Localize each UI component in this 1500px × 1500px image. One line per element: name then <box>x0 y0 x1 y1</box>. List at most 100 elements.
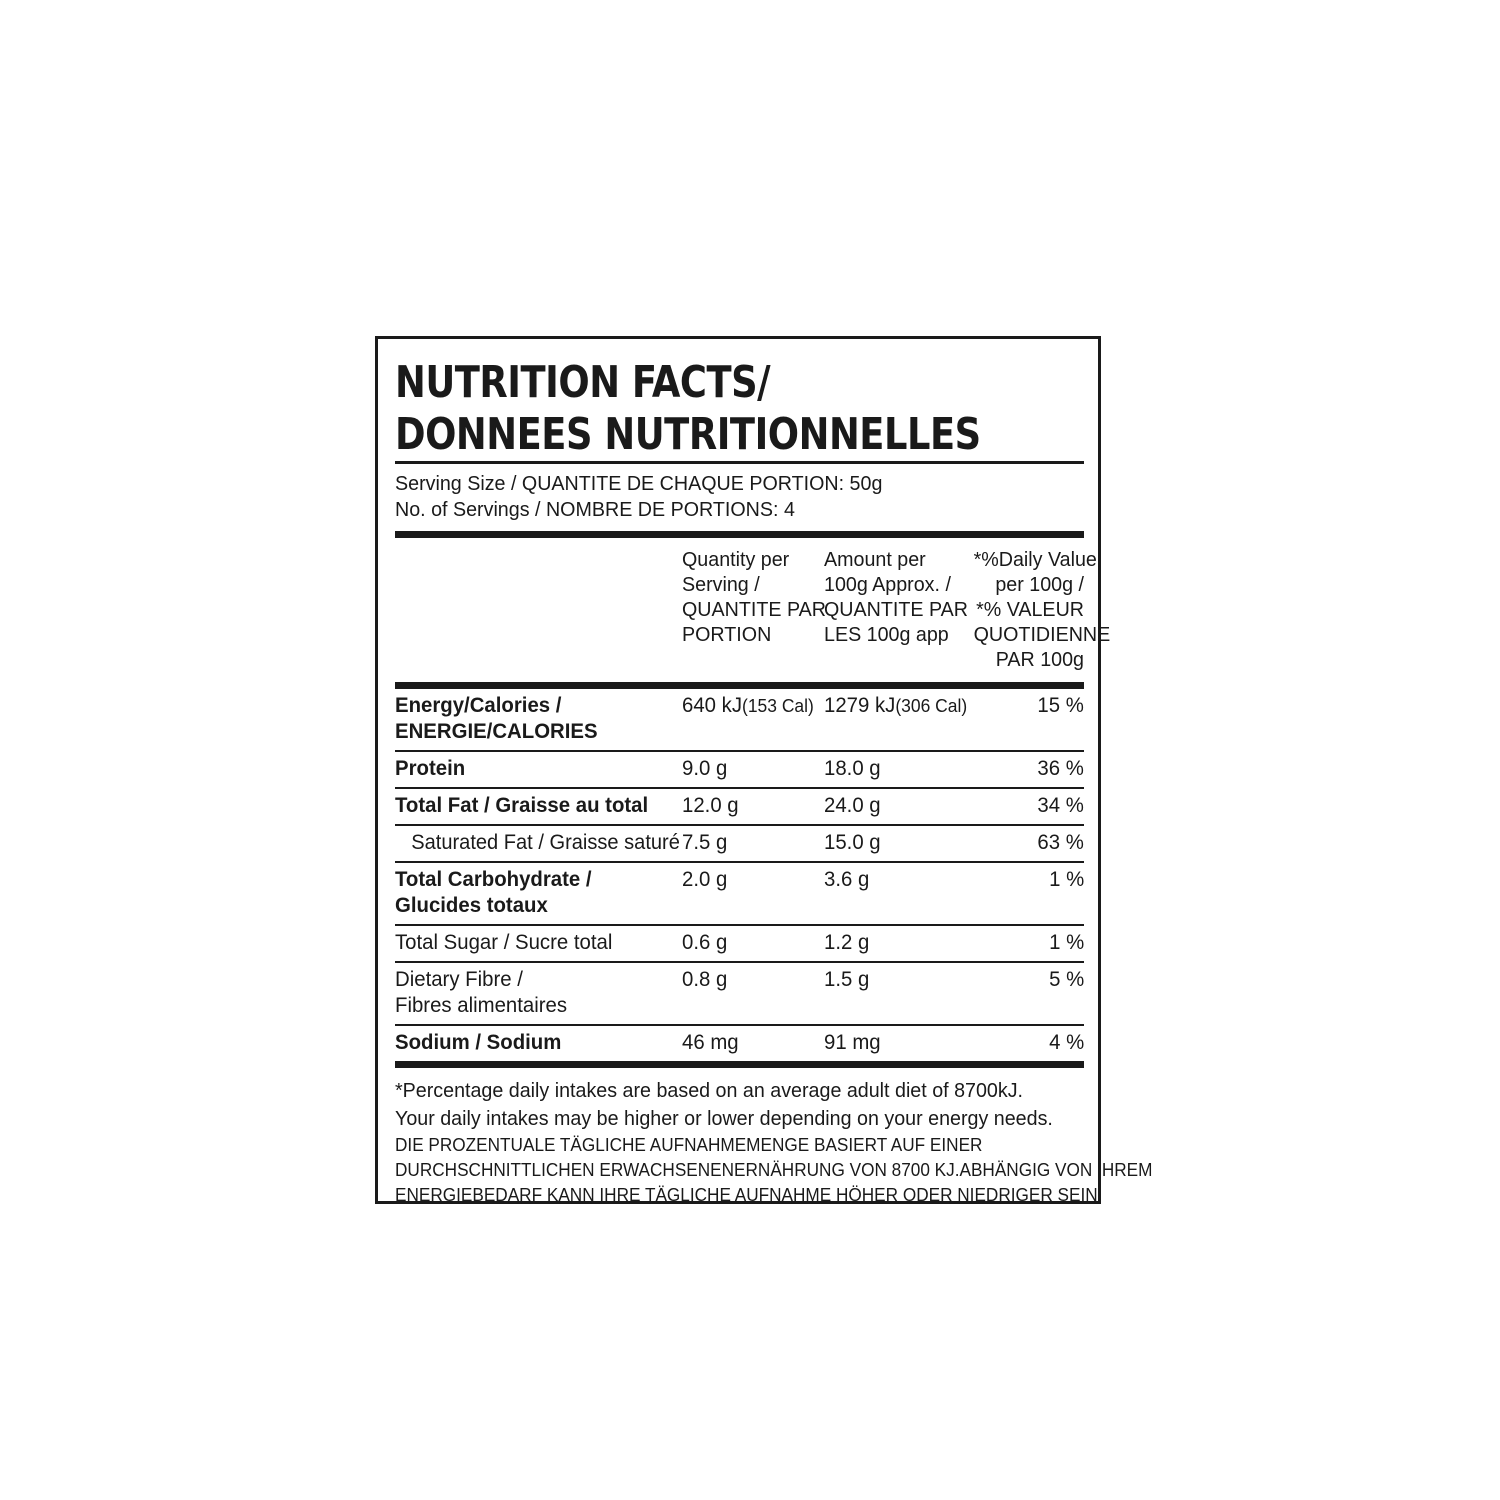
value-per-serving: 9.0 g <box>682 750 824 788</box>
value-per-serving-text: 0.6 g <box>682 931 728 954</box>
nutrient-label-line: Protein <box>395 757 466 780</box>
column-header-row: Quantity per Serving / QUANTITE PAR PORT… <box>395 538 1111 682</box>
value-per-100g: 3.6 g <box>824 861 969 925</box>
rule-below-nutrients <box>395 1061 1084 1068</box>
value-per-100g-text: 1279 kJ(306 Cal) <box>824 694 968 717</box>
header-daily-value-line-2: per 100g / <box>995 573 1084 596</box>
nutrient-label: Sodium / Sodium <box>395 1024 682 1061</box>
nutrient-label: Total Carbohydrate / Glucides totaux <box>395 861 682 925</box>
value-daily-value: 1 % <box>969 861 1084 925</box>
footnote-english-line-2: Your daily intakes may be higher or lowe… <box>395 1107 1053 1130</box>
value-daily-value: 5 % <box>969 961 1084 1025</box>
number-of-servings-line: No. of Servings / NOMBRE DE PORTIONS: 4 <box>395 498 795 521</box>
table-row: Sodium / Sodium 46 mg 91 mg 4 % <box>395 1024 1084 1061</box>
value-daily-value-text: 63 % <box>1037 831 1084 854</box>
nutrition-facts-panel: NUTRITION FACTS/ DONNEES NUTRITIONNELLES… <box>375 336 1152 1205</box>
nutrient-label-indent: Saturated Fat / Graisse saturé <box>411 831 680 854</box>
value-per-serving-text: 12.0 g <box>682 794 739 817</box>
title-line-french: DONNEES NUTRITIONNELLES <box>395 409 981 460</box>
value-per-100g-text: 24.0 g <box>824 794 881 817</box>
value-per-serving: 7.5 g <box>682 824 824 862</box>
value-daily-value-text: 34 % <box>1037 794 1084 817</box>
nutrient-label-line: Fibres alimentaires <box>395 994 568 1017</box>
value-daily-value-text: 36 % <box>1037 757 1084 780</box>
value-daily-value-text: 1 % <box>1048 931 1084 954</box>
value-per-serving-text: 46 mg <box>682 1031 739 1054</box>
nutrient-label-line: Total Fat / Graisse au total <box>395 794 649 817</box>
footnote-german-line-3: ENERGIEBEDARF KANN IHRE TÄGLICHE AUFNAHM… <box>395 1185 1103 1205</box>
value-per-100g: 1.5 g <box>824 961 969 1025</box>
header-per-serving-line-1: Quantity per <box>682 548 790 571</box>
header-daily-value-line-5: PAR 100g <box>995 648 1084 671</box>
value-daily-value-text: 1 % <box>1048 868 1084 891</box>
nutrient-label-line: Total Carbohydrate / <box>395 868 592 891</box>
title-block: NUTRITION FACTS/ DONNEES NUTRITIONNELLES <box>395 339 1084 461</box>
footnote-german-line-2: DURCHSCHNITTLICHEN ERWACHSENENERNÄHRUNG … <box>395 1160 1153 1180</box>
rule-above-column-headers <box>395 531 1084 538</box>
value-per-100g: 18.0 g <box>824 750 969 788</box>
value-per-serving: 0.8 g <box>682 961 824 1025</box>
value-per-serving-text: 0.8 g <box>682 968 728 991</box>
nutrient-label-line: Energy/Calories / <box>395 694 562 717</box>
value-per-serving-text: 640 kJ(153 Cal) <box>682 694 814 717</box>
value-per-100g-text: 1.5 g <box>824 968 870 991</box>
value-daily-value-text: 4 % <box>1048 1031 1084 1054</box>
footnote-english-line-1: *Percentage daily intakes are based on a… <box>395 1079 1024 1102</box>
value-daily-value: 1 % <box>969 924 1084 962</box>
table-row: Protein 9.0 g 18.0 g 36 % <box>395 750 1084 788</box>
nutrient-label: Protein <box>395 750 682 788</box>
value-daily-value-text: 15 % <box>1037 694 1084 717</box>
value-daily-value-text: 5 % <box>1048 968 1084 991</box>
value-per-serving-text: 7.5 g <box>682 831 728 854</box>
nutrient-label: Dietary Fibre / Fibres alimentaires <box>395 961 682 1025</box>
value-per-100g-text: 1.2 g <box>824 931 870 954</box>
value-per-100g: 1.2 g <box>824 924 969 962</box>
header-daily-value-line-3: *% VALEUR <box>976 598 1084 621</box>
value-per-serving: 2.0 g <box>682 861 824 925</box>
value-per-100g: 24.0 g <box>824 787 969 825</box>
value-per-serving: 12.0 g <box>682 787 824 825</box>
column-header-table: Quantity per Serving / QUANTITE PAR PORT… <box>395 538 1111 682</box>
nutrient-label: Saturated Fat / Graisse saturé <box>395 824 682 862</box>
serving-info-block: Serving Size / QUANTITE DE CHAQUE PORTIO… <box>395 464 1084 531</box>
header-per-100g-line-3: QUANTITE PAR <box>824 598 968 621</box>
value-per-100g: 15.0 g <box>824 824 969 862</box>
table-row: Total Fat / Graisse au total 12.0 g 24.0 g… <box>395 787 1084 825</box>
nutrient-label-line: Sodium / Sodium <box>395 1031 562 1054</box>
footnote-german-line-1: DIE PROZENTUALE TÄGLICHE AUFNAHMEMENGE B… <box>395 1135 983 1155</box>
value-per-100g: 91 mg <box>824 1024 969 1061</box>
value-per-serving-text: 2.0 g <box>682 868 728 891</box>
table-row: Total Carbohydrate / Glucides totaux 2.0 g… <box>395 861 1084 925</box>
value-daily-value: 34 % <box>969 787 1084 825</box>
value-daily-value: 15 % <box>969 689 1084 751</box>
table-row: Energy/Calories / ENERGIE/CALORIES 640 kJ(… <box>395 689 1084 751</box>
value-per-100g-text: 18.0 g <box>824 757 881 780</box>
value-daily-value: 63 % <box>969 824 1084 862</box>
nutrient-label-line: Total Sugar / Sucre total <box>395 931 613 954</box>
header-per-serving: Quantity per Serving / QUANTITE PAR PORT… <box>682 538 826 682</box>
value-per-serving: 640 kJ(153 Cal) <box>682 689 824 751</box>
footnote-block: *Percentage daily intakes are based on a… <box>395 1068 1153 1208</box>
rule-under-title <box>395 461 1084 464</box>
value-per-serving-text: 9.0 g <box>682 757 728 780</box>
nutrient-label: Total Fat / Graisse au total <box>395 787 682 825</box>
header-per-100g: Amount per 100g Approx. / QUANTITE PAR L… <box>824 538 969 682</box>
value-per-100g-calories: (306 Cal) <box>895 696 968 716</box>
nutrient-label-line: Saturated Fat / Graisse saturé <box>395 830 680 856</box>
nutrient-rows-body: Energy/Calories / ENERGIE/CALORIES 640 kJ(… <box>395 689 1084 1061</box>
header-per-100g-line-4: LES 100g app <box>824 623 949 646</box>
header-per-serving-line-3: QUANTITE PAR <box>682 598 826 621</box>
value-per-100g: 1279 kJ(306 Cal) <box>824 689 969 751</box>
nutrient-label-line: Glucides totaux <box>395 894 548 917</box>
value-per-100g-text: 91 mg <box>824 1031 881 1054</box>
table-row: Dietary Fibre / Fibres alimentaires 0.8 g 1… <box>395 961 1084 1025</box>
value-per-100g-text: 15.0 g <box>824 831 881 854</box>
nutrient-label: Total Sugar / Sucre total <box>395 924 682 962</box>
title-line-english: NUTRITION FACTS/ <box>395 357 771 408</box>
panel-inner: NUTRITION FACTS/ DONNEES NUTRITIONNELLES… <box>395 339 1153 1208</box>
value-per-serving: 0.6 g <box>682 924 824 962</box>
serving-size-line: Serving Size / QUANTITE DE CHAQUE PORTIO… <box>395 472 883 495</box>
header-daily-value-line-4: QUOTIDIENNE <box>973 623 1111 646</box>
header-daily-value: *%Daily Value per 100g / *% VALEUR QUOTI… <box>969 538 1111 682</box>
value-daily-value: 4 % <box>969 1024 1084 1061</box>
